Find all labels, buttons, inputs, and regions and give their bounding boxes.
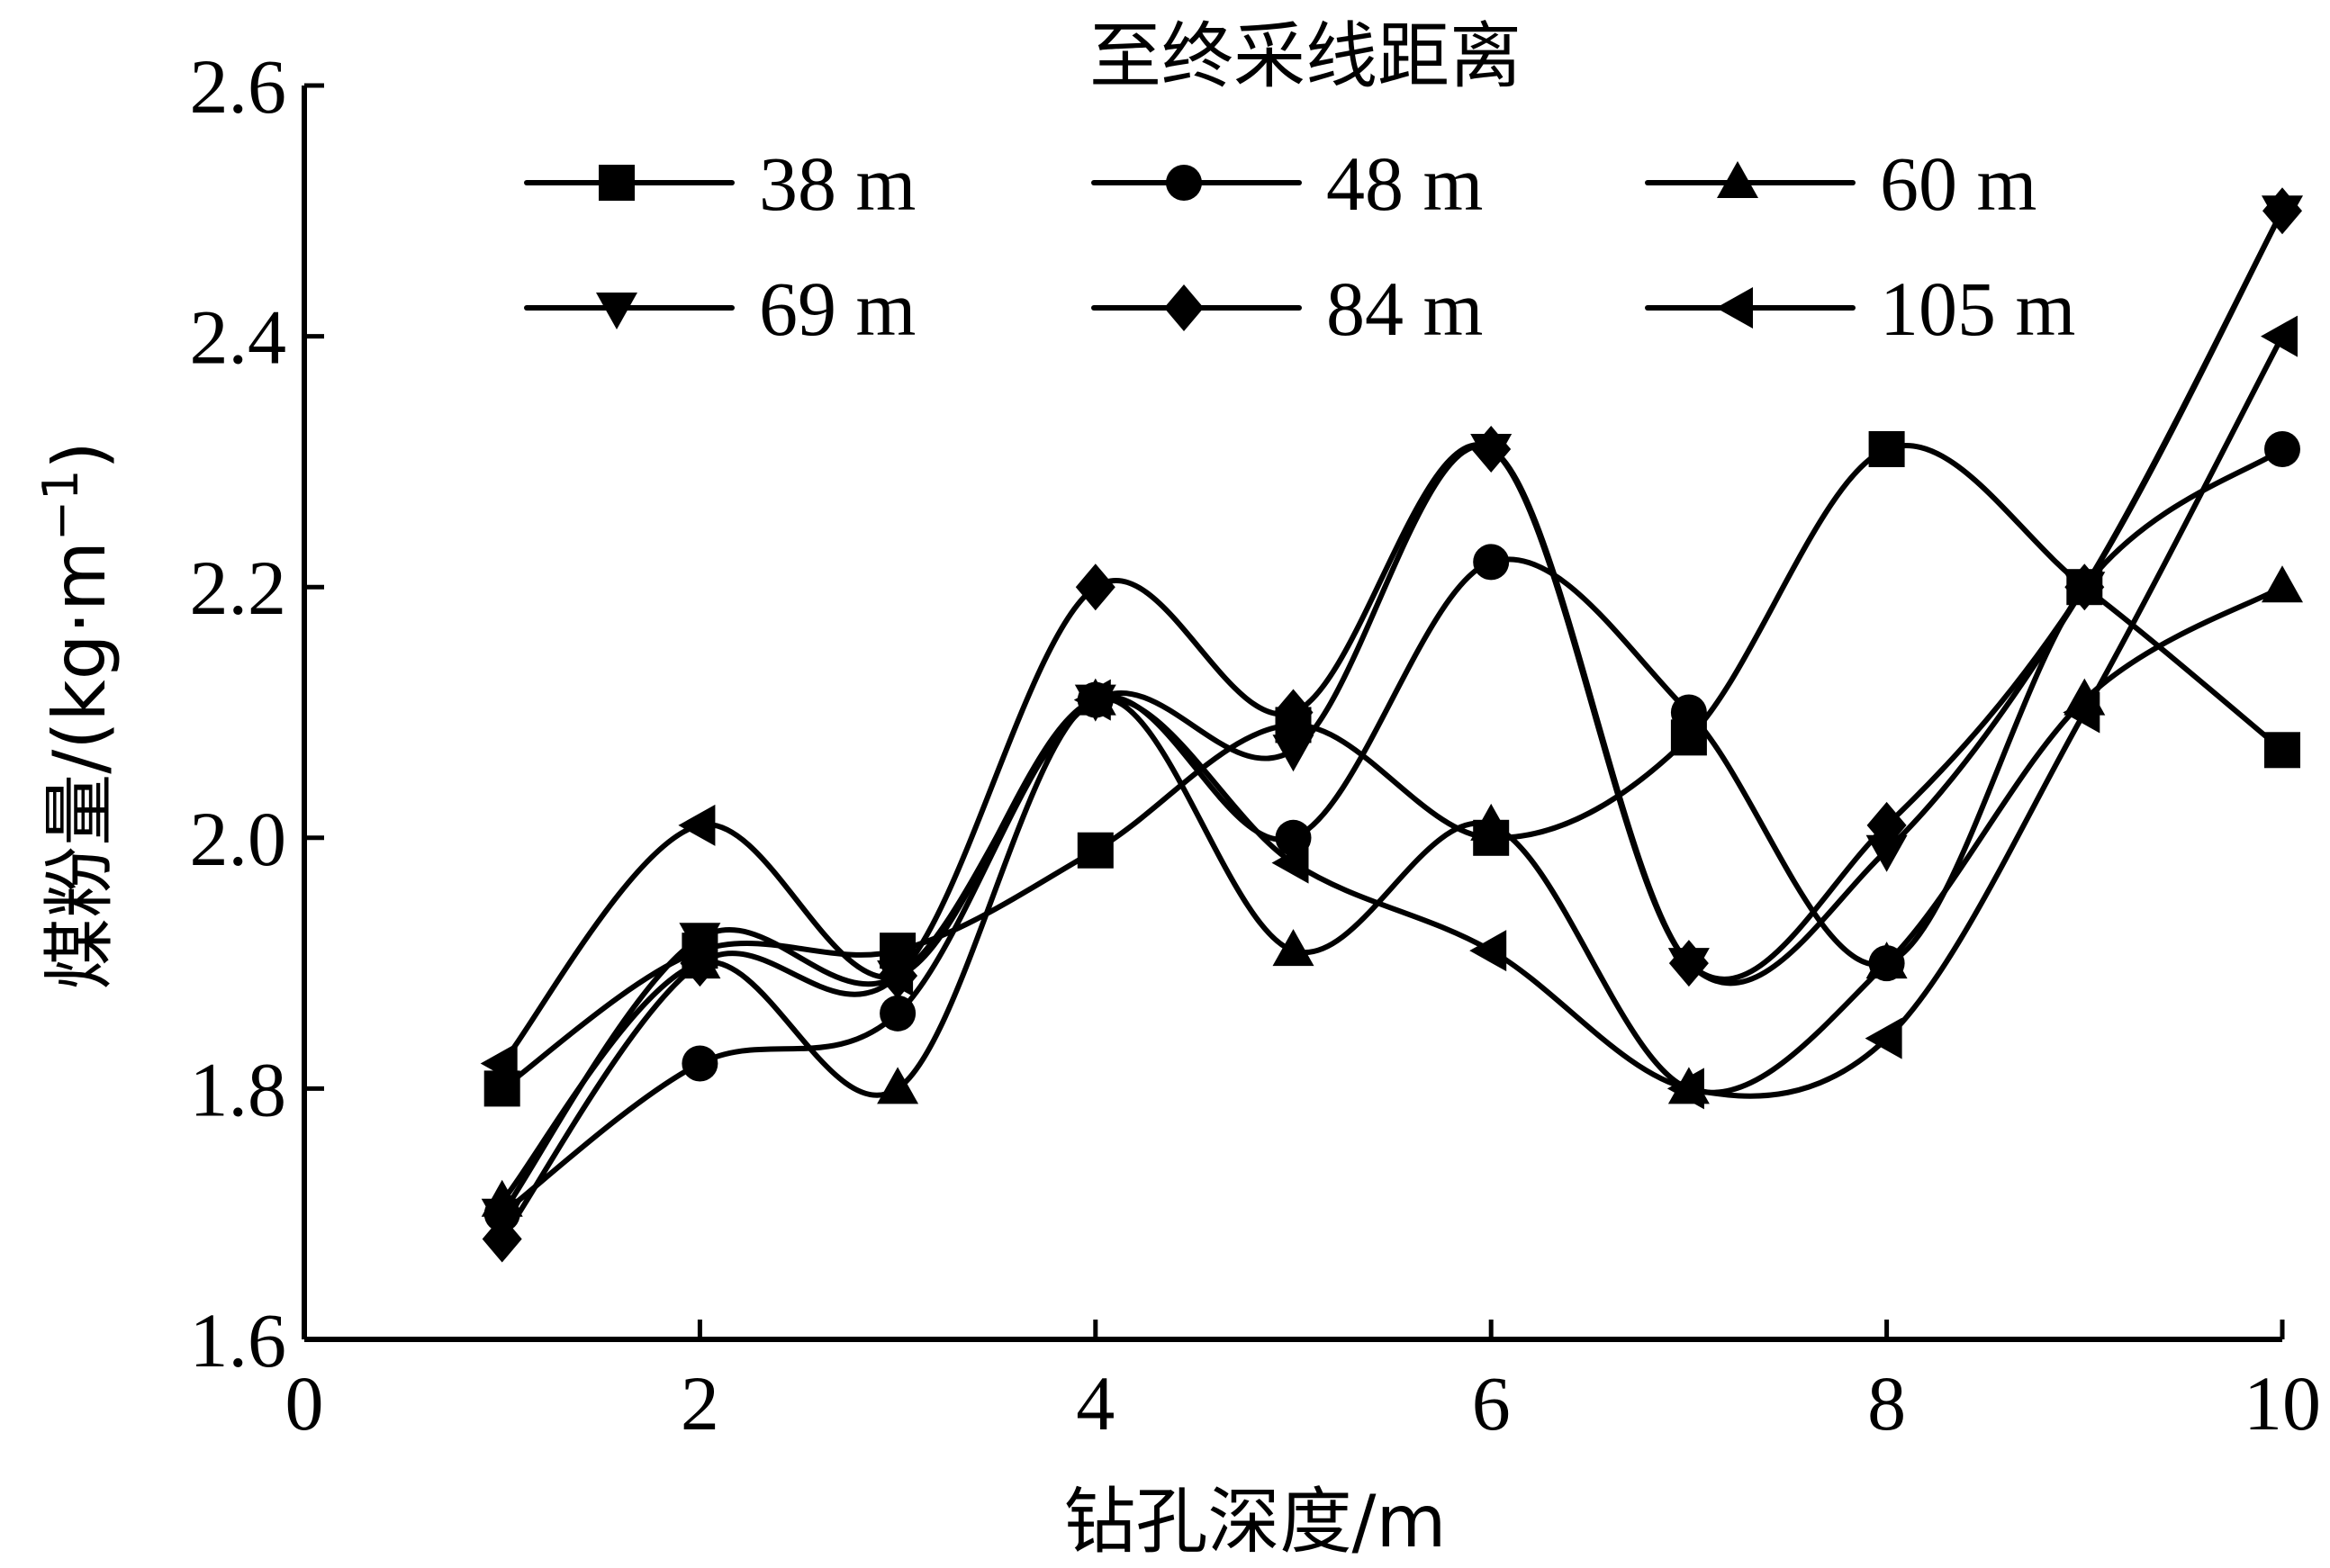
x-axis-title: 钻孔深度/m — [1064, 1480, 1447, 1563]
y-axis-title-superscript: −1 — [32, 469, 89, 541]
data-point-48m — [2264, 430, 2300, 467]
data-point-105m — [1865, 1017, 1902, 1059]
legend-item-105m: 105 m — [1645, 266, 2075, 352]
data-point-48m — [1473, 544, 1510, 581]
axes — [302, 86, 2282, 1342]
x-tick-label: 0 — [285, 1360, 324, 1446]
data-point-105m — [876, 955, 914, 997]
y-tick-label: 2.6 — [190, 43, 287, 130]
x-tick-label: 2 — [681, 1360, 719, 1446]
data-point-84m — [1075, 563, 1115, 611]
data-point-60m — [2262, 565, 2303, 603]
legend-label: 60 m — [1880, 140, 2036, 227]
data-point-60m — [877, 1067, 919, 1104]
legend-swatch-marker — [1164, 284, 1204, 331]
series-line-48m — [499, 446, 2285, 1217]
data-point-48m — [880, 995, 917, 1032]
legend-swatch-marker — [596, 293, 637, 329]
legend-swatch-marker — [1716, 287, 1753, 329]
y-tick-label: 1.8 — [190, 1046, 287, 1132]
data-point-84m — [2262, 187, 2302, 235]
y-tick-label: 2.4 — [190, 294, 287, 381]
legend-item-60m: 60 m — [1645, 140, 2036, 227]
legend-label: 48 m — [1326, 140, 1483, 227]
data-point-84m — [1866, 801, 1907, 849]
data-point-38m — [2264, 732, 2300, 769]
y-axis-title-main: 煤粉量/(kg·m — [38, 541, 122, 990]
data-point-38m — [1868, 430, 1905, 467]
data-point-60m — [1865, 942, 1908, 979]
series-line-69m — [499, 208, 2285, 1217]
legend-label: 69 m — [759, 266, 916, 352]
x-tick-label: 8 — [1867, 1360, 1906, 1446]
y-tick-label: 2.0 — [190, 796, 287, 882]
data-point-84m — [2064, 563, 2105, 611]
series-line-84m — [499, 208, 2285, 1242]
data-point-105m — [1073, 679, 1111, 721]
data-point-84m — [1273, 689, 1314, 736]
series-84m — [482, 187, 2302, 1263]
legend-label: 84 m — [1326, 266, 1483, 352]
data-point-105m — [1666, 1068, 1704, 1110]
data-point-105m — [2261, 315, 2298, 357]
series-line-60m — [499, 584, 2285, 1204]
x-tick-label: 4 — [1076, 1360, 1115, 1446]
data-point-84m — [680, 940, 720, 987]
data-point-69m — [1272, 734, 1314, 772]
y-axis-title: 煤粉量/(kg·m−1) — [32, 441, 122, 989]
legend-item-84m: 84 m — [1091, 266, 1483, 352]
data-point-69m — [1865, 834, 1908, 872]
y-tick-label: 1.6 — [190, 1297, 287, 1383]
data-point-48m — [1670, 694, 1707, 731]
data-point-84m — [482, 1215, 522, 1263]
legend-swatch-marker — [1717, 161, 1758, 198]
legend-item-69m: 69 m — [524, 266, 916, 352]
legend-swatch-marker — [599, 165, 635, 201]
series-line-105m — [499, 333, 2285, 1099]
data-point-105m — [678, 804, 716, 846]
y-axis-title-end: ) — [38, 441, 122, 469]
legend-label: 38 m — [759, 140, 916, 227]
legend-title: 至终采线距离 — [1089, 14, 1522, 98]
series-105m — [480, 315, 2298, 1110]
data-point-105m — [2063, 691, 2100, 734]
legend-swatch-marker — [1166, 165, 1202, 201]
data-point-60m — [1272, 929, 1314, 967]
data-point-105m — [1271, 842, 1309, 884]
data-point-84m — [1668, 940, 1709, 987]
data-point-38m — [1077, 832, 1114, 869]
data-point-84m — [1471, 425, 1512, 473]
data-point-60m — [1470, 803, 1513, 841]
data-point-105m — [480, 1042, 518, 1085]
y-tick-label: 2.2 — [190, 545, 287, 631]
legend: 38 m 48 m 60 m 69 m 84 m 105 m — [524, 140, 2075, 352]
legend-label: 105 m — [1880, 266, 2075, 352]
series-line-38m — [499, 443, 2285, 1092]
data-point-105m — [1469, 930, 1507, 972]
series-layer — [480, 187, 2303, 1263]
legend-item-48m: 48 m — [1091, 140, 1483, 227]
ticks: 0 2 4 6 8 10 1.6 1.8 2.0 2.2 2.4 2.6 — [190, 43, 2322, 1446]
data-point-48m — [682, 1045, 718, 1082]
x-tick-label: 10 — [2244, 1360, 2321, 1446]
legend-item-38m: 38 m — [524, 140, 916, 227]
x-tick-label: 6 — [1472, 1360, 1511, 1446]
